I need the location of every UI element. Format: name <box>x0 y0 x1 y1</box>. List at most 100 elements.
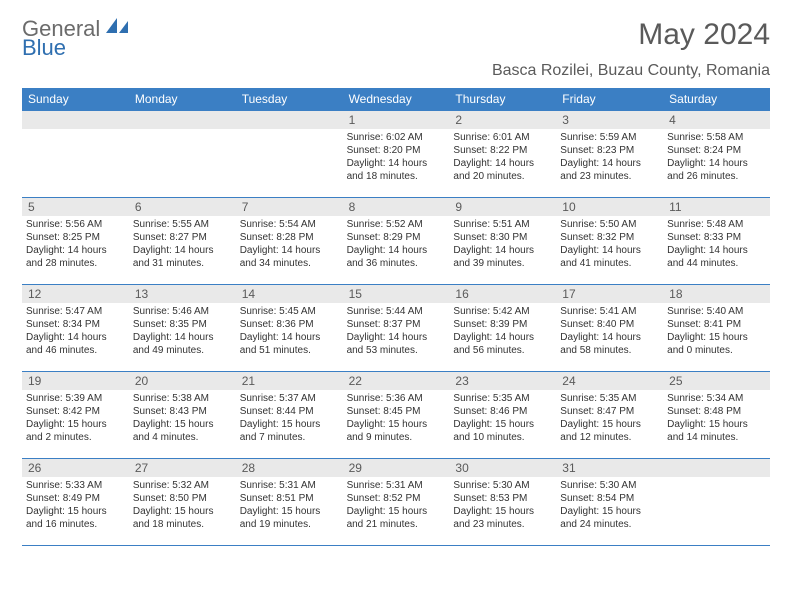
sunrise-line: Sunrise: 6:02 AM <box>347 131 446 144</box>
daylight-line: Daylight: 14 hours and 39 minutes. <box>453 244 552 270</box>
day-body: Sunrise: 5:51 AMSunset: 8:30 PMDaylight:… <box>449 216 556 274</box>
day-cell: 21 Sunrise: 5:37 AMSunset: 8:44 PMDayligh… <box>236 372 343 458</box>
weekday-friday: Friday <box>556 88 663 110</box>
day-body: Sunrise: 5:41 AMSunset: 8:40 PMDaylight:… <box>556 303 663 361</box>
daylight-line: Daylight: 14 hours and 31 minutes. <box>133 244 232 270</box>
daylight-line: Daylight: 15 hours and 2 minutes. <box>26 418 125 444</box>
sunrise-line: Sunrise: 6:01 AM <box>453 131 552 144</box>
day-body: Sunrise: 5:38 AMSunset: 8:43 PMDaylight:… <box>129 390 236 448</box>
week-row: 12Sunrise: 5:47 AMSunset: 8:34 PMDayligh… <box>22 284 770 371</box>
week-row: 26Sunrise: 5:33 AMSunset: 8:49 PMDayligh… <box>22 458 770 546</box>
daylight-line: Daylight: 15 hours and 18 minutes. <box>133 505 232 531</box>
sunrise-line: Sunrise: 5:46 AM <box>133 305 232 318</box>
daylight-line: Daylight: 15 hours and 7 minutes. <box>240 418 339 444</box>
day-number: 23 <box>449 372 556 390</box>
day-number: 21 <box>236 372 343 390</box>
day-cell: 29Sunrise: 5:31 AMSunset: 8:52 PMDayligh… <box>343 459 450 545</box>
day-number: 15 <box>343 285 450 303</box>
day-number: 5 <box>22 198 129 216</box>
day-body: Sunrise: 5:48 AMSunset: 8:33 PMDaylight:… <box>663 216 770 274</box>
day-cell: 4Sunrise: 5:58 AMSunset: 8:24 PMDaylight… <box>663 111 770 197</box>
sunrise-line: Sunrise: 5:54 AM <box>240 218 339 231</box>
day-number: 6 <box>129 198 236 216</box>
day-cell: 12Sunrise: 5:47 AMSunset: 8:34 PMDayligh… <box>22 285 129 371</box>
daylight-line: Daylight: 15 hours and 16 minutes. <box>26 505 125 531</box>
sunrise-line: Sunrise: 5:42 AM <box>453 305 552 318</box>
sunrise-line: Sunrise: 5:45 AM <box>240 305 339 318</box>
sunset-line: Sunset: 8:49 PM <box>26 492 125 505</box>
day-body: Sunrise: 5:54 AMSunset: 8:28 PMDaylight:… <box>236 216 343 274</box>
sunset-line: Sunset: 8:53 PM <box>453 492 552 505</box>
logo: General Blue <box>22 18 128 59</box>
sunset-line: Sunset: 8:36 PM <box>240 318 339 331</box>
daylight-line: Daylight: 15 hours and 23 minutes. <box>453 505 552 531</box>
sunset-line: Sunset: 8:42 PM <box>26 405 125 418</box>
sunrise-line: Sunrise: 5:30 AM <box>560 479 659 492</box>
day-body: Sunrise: 5:56 AMSunset: 8:25 PMDaylight:… <box>22 216 129 274</box>
day-number: 29 <box>343 459 450 477</box>
day-number: 7 <box>236 198 343 216</box>
day-body: Sunrise: 5:44 AMSunset: 8:37 PMDaylight:… <box>343 303 450 361</box>
sunrise-line: Sunrise: 5:37 AM <box>240 392 339 405</box>
day-body: Sunrise: 5:34 AMSunset: 8:48 PMDaylight:… <box>663 390 770 448</box>
daylight-line: Daylight: 14 hours and 26 minutes. <box>667 157 766 183</box>
daylight-line: Daylight: 15 hours and 12 minutes. <box>560 418 659 444</box>
sunrise-line: Sunrise: 5:34 AM <box>667 392 766 405</box>
header: General Blue May 2024 Basca Rozilei, Buz… <box>22 18 770 80</box>
sunrise-line: Sunrise: 5:39 AM <box>26 392 125 405</box>
month-title: May 2024 <box>492 18 770 52</box>
sunset-line: Sunset: 8:47 PM <box>560 405 659 418</box>
day-body: Sunrise: 5:55 AMSunset: 8:27 PMDaylight:… <box>129 216 236 274</box>
day-number: 17 <box>556 285 663 303</box>
sunset-line: Sunset: 8:45 PM <box>347 405 446 418</box>
daylight-line: Daylight: 15 hours and 21 minutes. <box>347 505 446 531</box>
day-cell: 14Sunrise: 5:45 AMSunset: 8:36 PMDayligh… <box>236 285 343 371</box>
day-cell: 1Sunrise: 6:02 AMSunset: 8:20 PMDaylight… <box>343 111 450 197</box>
day-number: 30 <box>449 459 556 477</box>
daylight-line: Daylight: 15 hours and 4 minutes. <box>133 418 232 444</box>
sunrise-line: Sunrise: 5:50 AM <box>560 218 659 231</box>
day-body: Sunrise: 5:36 AMSunset: 8:45 PMDaylight:… <box>343 390 450 448</box>
sunrise-line: Sunrise: 5:38 AM <box>133 392 232 405</box>
sunrise-line: Sunrise: 5:35 AM <box>453 392 552 405</box>
day-number: 27 <box>129 459 236 477</box>
day-number: 12 <box>22 285 129 303</box>
daylight-line: Daylight: 14 hours and 18 minutes. <box>347 157 446 183</box>
day-cell: 23Sunrise: 5:35 AMSunset: 8:46 PMDayligh… <box>449 372 556 458</box>
sunrise-line: Sunrise: 5:31 AM <box>347 479 446 492</box>
day-cell: 19Sunrise: 5:39 AMSunset: 8:42 PMDayligh… <box>22 372 129 458</box>
sunset-line: Sunset: 8:27 PM <box>133 231 232 244</box>
daylight-line: Daylight: 15 hours and 19 minutes. <box>240 505 339 531</box>
day-number: 13 <box>129 285 236 303</box>
day-cell: 5Sunrise: 5:56 AMSunset: 8:25 PMDaylight… <box>22 198 129 284</box>
calendar: SundayMondayTuesdayWednesdayThursdayFrid… <box>22 88 770 546</box>
sunset-line: Sunset: 8:35 PM <box>133 318 232 331</box>
sunset-line: Sunset: 8:43 PM <box>133 405 232 418</box>
daylight-line: Daylight: 14 hours and 49 minutes. <box>133 331 232 357</box>
sunrise-line: Sunrise: 5:58 AM <box>667 131 766 144</box>
day-body: Sunrise: 5:46 AMSunset: 8:35 PMDaylight:… <box>129 303 236 361</box>
sunset-line: Sunset: 8:41 PM <box>667 318 766 331</box>
sunset-line: Sunset: 8:44 PM <box>240 405 339 418</box>
daylight-line: Daylight: 14 hours and 41 minutes. <box>560 244 659 270</box>
day-cell: 8Sunrise: 5:52 AMSunset: 8:29 PMDaylight… <box>343 198 450 284</box>
sunrise-line: Sunrise: 5:56 AM <box>26 218 125 231</box>
day-body: Sunrise: 5:35 AMSunset: 8:46 PMDaylight:… <box>449 390 556 448</box>
daylight-line: Daylight: 15 hours and 24 minutes. <box>560 505 659 531</box>
day-body: Sunrise: 5:33 AMSunset: 8:49 PMDaylight:… <box>22 477 129 535</box>
sunset-line: Sunset: 8:29 PM <box>347 231 446 244</box>
weekday-thursday: Thursday <box>449 88 556 110</box>
day-body: Sunrise: 5:45 AMSunset: 8:36 PMDaylight:… <box>236 303 343 361</box>
day-cell: 3Sunrise: 5:59 AMSunset: 8:23 PMDaylight… <box>556 111 663 197</box>
weekday-wednesday: Wednesday <box>343 88 450 110</box>
daylight-line: Daylight: 14 hours and 44 minutes. <box>667 244 766 270</box>
day-cell: 13Sunrise: 5:46 AMSunset: 8:35 PMDayligh… <box>129 285 236 371</box>
daylight-line: Daylight: 14 hours and 23 minutes. <box>560 157 659 183</box>
day-cell: 27Sunrise: 5:32 AMSunset: 8:50 PMDayligh… <box>129 459 236 545</box>
weekday-monday: Monday <box>129 88 236 110</box>
day-body: Sunrise: 5:35 AMSunset: 8:47 PMDaylight:… <box>556 390 663 448</box>
day-number-empty <box>663 459 770 477</box>
sunrise-line: Sunrise: 5:51 AM <box>453 218 552 231</box>
day-number: 8 <box>343 198 450 216</box>
sunrise-line: Sunrise: 5:59 AM <box>560 131 659 144</box>
